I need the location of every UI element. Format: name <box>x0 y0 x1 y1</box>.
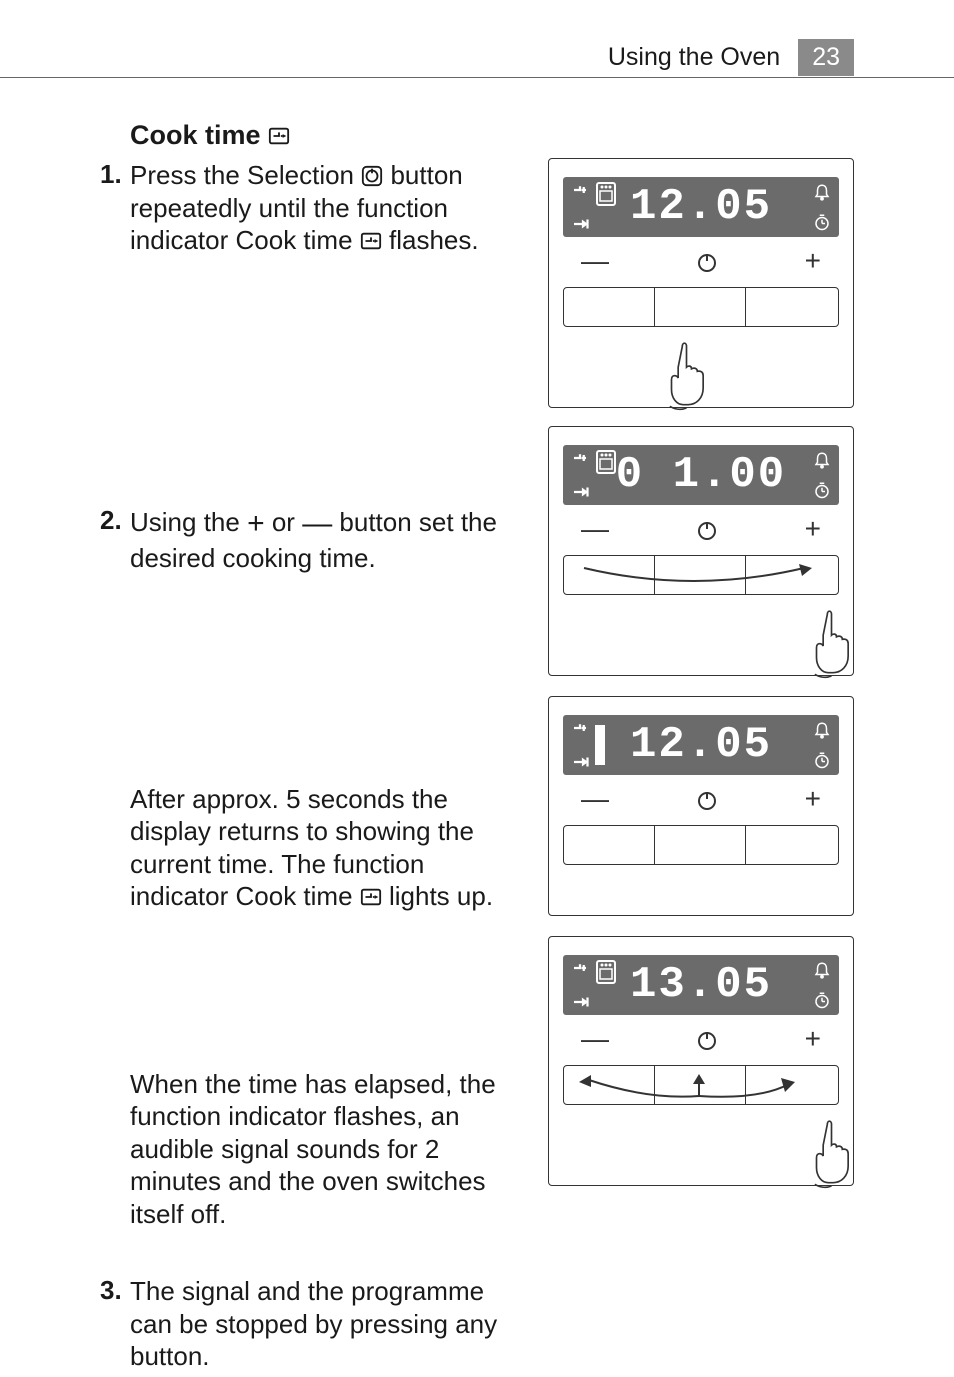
endtime-icon <box>571 755 589 769</box>
button-slot <box>563 287 839 327</box>
finger-press-icon <box>804 606 859 681</box>
oven-icon <box>595 959 617 985</box>
selection-icon <box>361 162 383 184</box>
plus-button: + <box>805 245 821 277</box>
minus-icon: — <box>302 507 332 540</box>
lcd-readout: 12.05 <box>630 720 772 770</box>
cooktime-icon <box>571 721 589 735</box>
finger-press-icon <box>804 1116 859 1191</box>
step-4-text: When the time has elapsed, the function … <box>130 1068 500 1231</box>
cooktime-icon <box>360 227 382 249</box>
clock-icon <box>813 481 831 499</box>
bell-icon <box>813 183 831 201</box>
plus-button: + <box>805 513 821 545</box>
lcd-panel: 12.05 <box>563 177 839 237</box>
endtime-icon <box>571 217 589 231</box>
finger-press-icon <box>659 338 714 413</box>
diagram-1: 12.05 — + <box>548 158 854 408</box>
clock-icon <box>813 751 831 769</box>
content-area: Cook time 1. Press the Selection button … <box>100 120 854 1377</box>
selection-button-icon <box>695 787 719 811</box>
step-5: 3. The signal and the programme can be s… <box>100 1275 854 1373</box>
step-number: 3. <box>100 1275 130 1373</box>
lcd-readout: 12.05 <box>630 182 772 232</box>
control-buttons: — + <box>563 783 839 815</box>
oven-icon <box>595 181 617 207</box>
control-buttons: — + <box>563 1023 839 1055</box>
cook-indicator-icon <box>595 725 605 765</box>
minus-button: — <box>581 513 609 545</box>
control-buttons: — + <box>563 513 839 545</box>
lcd-panel: 13.05 <box>563 955 839 1015</box>
clock-icon <box>813 213 831 231</box>
control-buttons: — + <box>563 245 839 277</box>
bell-icon <box>813 721 831 739</box>
plus-button: + <box>805 783 821 815</box>
lcd-readout: 13.05 <box>630 960 772 1010</box>
page-header: Using the Oven 23 <box>0 38 954 78</box>
cooktime-icon <box>571 451 589 465</box>
plus-icon: + <box>247 507 265 540</box>
minus-button: — <box>581 1023 609 1055</box>
minus-button: — <box>581 245 609 277</box>
section-title: Cook time <box>130 120 854 151</box>
cooktime-icon <box>268 123 290 145</box>
step-3-text: After approx. 5 seconds the display retu… <box>130 783 500 913</box>
press-any-arrow-icon <box>569 1072 829 1100</box>
plus-button: + <box>805 1023 821 1055</box>
button-slot <box>563 825 839 865</box>
lcd-readout: 0 1.00 <box>616 450 786 500</box>
diagram-3: 12.05 — + <box>548 696 854 916</box>
header-title: Using the Oven <box>608 43 780 72</box>
selection-button-icon <box>695 249 719 273</box>
selection-button-icon <box>695 517 719 541</box>
page-number-badge: 23 <box>798 39 854 76</box>
step-5-text: The signal and the programme can be stop… <box>130 1275 500 1373</box>
oven-icon <box>595 449 617 475</box>
bell-icon <box>813 451 831 469</box>
clock-icon <box>813 991 831 1009</box>
button-slot <box>563 1065 839 1105</box>
diagram-4: 13.05 — + <box>548 936 854 1186</box>
endtime-icon <box>571 485 589 499</box>
swipe-arrow-icon <box>574 564 814 588</box>
selection-button-icon <box>695 1027 719 1051</box>
bell-icon <box>813 961 831 979</box>
cooktime-icon <box>360 883 382 905</box>
diagram-2: 0 1.00 — + <box>548 426 854 676</box>
button-slot <box>563 555 839 595</box>
lcd-panel: 0 1.00 <box>563 445 839 505</box>
cooktime-icon <box>571 961 589 975</box>
lcd-panel: 12.05 <box>563 715 839 775</box>
minus-button: — <box>581 783 609 815</box>
step-1-text: Press the Selection button repeatedly un… <box>130 159 500 257</box>
endtime-icon <box>571 995 589 1009</box>
cooktime-icon <box>571 183 589 197</box>
step-2-text: Using the + or — button set the desired … <box>130 505 500 575</box>
step-number: 2. <box>100 505 130 575</box>
step-number: 1. <box>100 159 130 257</box>
